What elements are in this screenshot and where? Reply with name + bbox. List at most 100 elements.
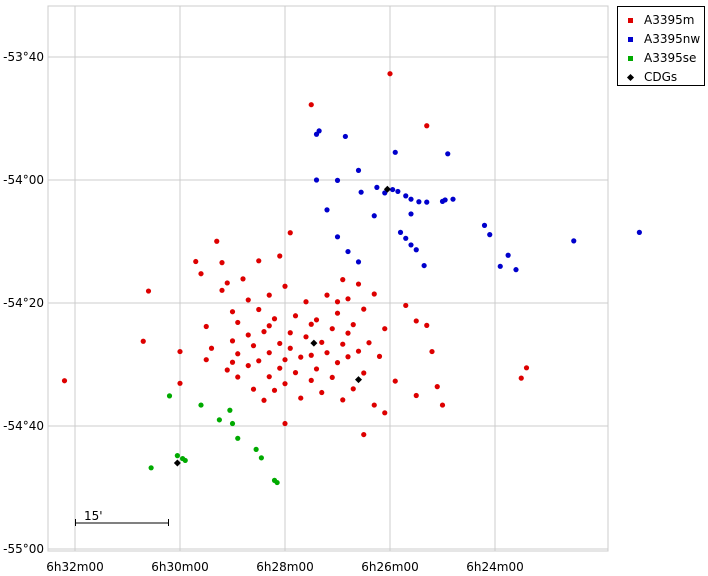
data-point bbox=[180, 455, 186, 462]
data-point bbox=[450, 196, 456, 202]
data-point bbox=[429, 348, 435, 355]
legend-label: A3395nw bbox=[644, 32, 701, 46]
data-point bbox=[358, 189, 364, 195]
data-point bbox=[387, 71, 393, 77]
data-point bbox=[371, 213, 377, 219]
x-tick-label: 6h28m00 bbox=[256, 560, 313, 574]
data-point bbox=[345, 354, 351, 360]
data-point bbox=[266, 374, 272, 380]
data-point bbox=[253, 446, 259, 452]
data-point bbox=[355, 167, 362, 173]
data-point bbox=[340, 397, 346, 403]
data-point bbox=[282, 381, 288, 387]
data-point bbox=[145, 288, 152, 294]
data-point bbox=[487, 231, 493, 238]
data-point bbox=[383, 185, 391, 193]
legend-marker-diamond bbox=[626, 73, 635, 81]
data-point bbox=[319, 339, 325, 345]
data-point bbox=[413, 392, 419, 399]
data-point bbox=[518, 375, 524, 381]
y-tick-label: -54°20 bbox=[3, 296, 44, 310]
plot-area bbox=[47, 5, 609, 552]
data-point bbox=[240, 276, 246, 282]
data-point bbox=[61, 378, 68, 384]
data-point bbox=[177, 348, 183, 355]
data-point bbox=[371, 402, 377, 408]
data-point bbox=[319, 389, 325, 396]
legend-label: A3395se bbox=[644, 51, 697, 65]
series-a3395m bbox=[61, 71, 530, 438]
data-point bbox=[303, 299, 309, 305]
data-point bbox=[177, 380, 183, 386]
data-point bbox=[287, 330, 293, 336]
data-point bbox=[224, 280, 230, 286]
data-point bbox=[334, 234, 341, 240]
data-point bbox=[298, 354, 304, 360]
data-point bbox=[324, 350, 330, 356]
data-point bbox=[235, 435, 241, 441]
y-tick-label: -55°00 bbox=[3, 542, 44, 556]
y-tick-label: -54°00 bbox=[3, 173, 44, 187]
data-point bbox=[235, 374, 241, 380]
data-point bbox=[274, 479, 280, 486]
data-point bbox=[287, 345, 293, 351]
data-point bbox=[266, 323, 272, 329]
data-point bbox=[350, 386, 356, 392]
data-point bbox=[229, 338, 236, 344]
data-point bbox=[481, 222, 488, 228]
data-point bbox=[397, 229, 404, 235]
data-point bbox=[292, 313, 299, 319]
data-point bbox=[282, 420, 288, 427]
data-point bbox=[355, 348, 362, 354]
data-point bbox=[250, 343, 257, 349]
data-point bbox=[245, 332, 251, 338]
data-point bbox=[227, 407, 233, 413]
data-point bbox=[277, 253, 283, 259]
data-point bbox=[261, 397, 267, 403]
series-a3395se bbox=[148, 393, 280, 486]
data-point bbox=[361, 370, 367, 376]
data-point bbox=[497, 263, 503, 269]
data-point bbox=[324, 207, 330, 213]
data-point bbox=[277, 340, 283, 347]
data-point bbox=[256, 306, 262, 313]
data-point bbox=[198, 271, 204, 277]
x-tick-label: 6h30m00 bbox=[151, 560, 208, 574]
y-tick-label: -54°40 bbox=[3, 419, 44, 433]
data-point bbox=[203, 357, 209, 363]
data-point bbox=[345, 330, 351, 336]
data-point bbox=[366, 340, 372, 346]
data-point bbox=[340, 341, 346, 347]
data-point bbox=[282, 357, 288, 363]
legend-label: A3395m bbox=[644, 13, 695, 27]
data-point bbox=[258, 455, 264, 461]
data-point bbox=[140, 338, 146, 344]
tick-labels: 6h32m00 6h30m00 6h28m00 6h26m00 6h24m00 -53°4… bbox=[3, 50, 524, 574]
data-point bbox=[219, 287, 225, 293]
data-point bbox=[166, 393, 173, 399]
legend-label: CDGs bbox=[644, 70, 678, 84]
data-point bbox=[266, 292, 272, 298]
data-point bbox=[392, 149, 398, 155]
data-point bbox=[316, 128, 322, 134]
data-point bbox=[355, 259, 362, 265]
data-point bbox=[282, 283, 288, 289]
data-point bbox=[413, 318, 419, 324]
data-point bbox=[355, 281, 362, 287]
data-point bbox=[340, 277, 346, 283]
data-point bbox=[505, 252, 511, 258]
data-point bbox=[292, 370, 299, 376]
data-point bbox=[256, 258, 262, 264]
data-point bbox=[408, 242, 414, 248]
data-point bbox=[277, 365, 283, 371]
data-point bbox=[334, 360, 341, 366]
data-point bbox=[250, 386, 257, 392]
data-point bbox=[308, 377, 314, 383]
data-point bbox=[395, 188, 401, 195]
data-point bbox=[334, 299, 341, 305]
data-point bbox=[442, 197, 448, 203]
data-point bbox=[324, 292, 330, 298]
legend: A3395m A3395nw A3395se CDGs bbox=[617, 6, 705, 86]
data-point bbox=[334, 310, 341, 316]
